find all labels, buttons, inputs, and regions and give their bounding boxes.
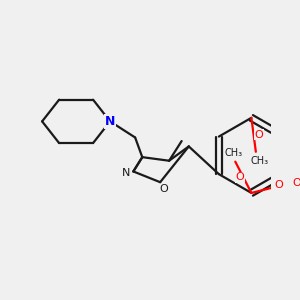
Text: CH₃: CH₃	[250, 156, 268, 166]
Text: N: N	[105, 115, 115, 128]
Text: O: O	[236, 172, 244, 182]
Text: CH₃: CH₃	[224, 148, 243, 158]
Text: O: O	[275, 180, 284, 190]
Text: O: O	[255, 130, 263, 140]
Text: O: O	[293, 178, 300, 188]
Text: O: O	[159, 184, 168, 194]
Text: N: N	[122, 168, 130, 178]
